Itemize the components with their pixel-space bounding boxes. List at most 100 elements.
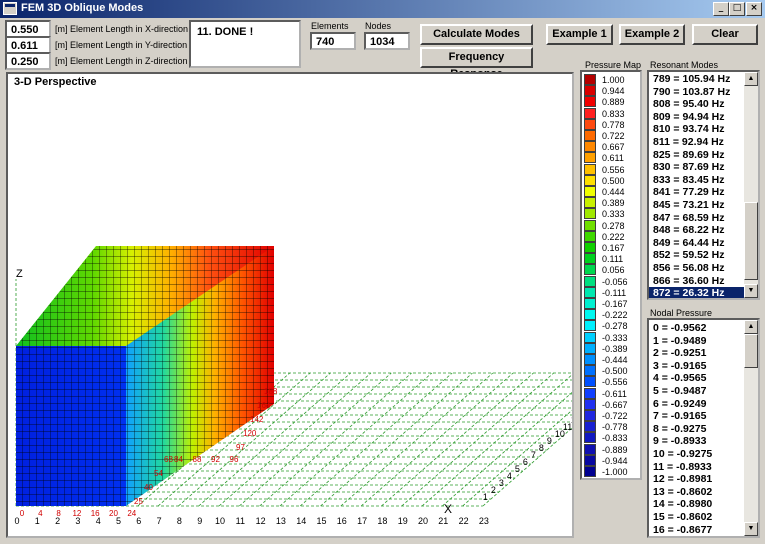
list-item[interactable]: 11 = -0.8933 bbox=[653, 460, 712, 473]
pressure-swatch bbox=[584, 376, 596, 388]
scroll-thumb[interactable] bbox=[744, 334, 758, 368]
pressure-value: 0.556 bbox=[602, 164, 625, 175]
scroll-down-icon[interactable]: ▼ bbox=[744, 522, 758, 536]
x-tick-label: 19 bbox=[398, 516, 408, 526]
x-tick-label: 13 bbox=[276, 516, 286, 526]
list-item[interactable]: 10 = -0.9275 bbox=[653, 447, 713, 460]
node-label: 4 bbox=[38, 509, 43, 518]
floor-grid-line bbox=[299, 372, 453, 507]
list-item[interactable]: 872 = 26.32 Hz bbox=[649, 287, 758, 298]
list-item[interactable]: 790 = 103.87 Hz bbox=[653, 85, 731, 98]
pressure-level: 0.778 bbox=[582, 118, 642, 132]
node-label: 8 bbox=[56, 509, 61, 518]
list-item[interactable]: 0 = -0.9562 bbox=[653, 322, 707, 334]
pressure-swatch bbox=[584, 107, 596, 119]
pressure-swatch bbox=[584, 208, 596, 220]
nodal-pressure-scrollbar[interactable]: ▲ ▼ bbox=[744, 320, 758, 536]
pressure-level: 0.222 bbox=[582, 230, 642, 244]
example-2-button[interactable]: Example 2 bbox=[619, 24, 685, 45]
list-item[interactable]: 849 = 64.44 Hz bbox=[653, 236, 725, 249]
pressure-level: 0.111 bbox=[582, 253, 642, 266]
node-label: 12 bbox=[72, 509, 81, 518]
scroll-up-icon[interactable]: ▲ bbox=[744, 320, 758, 334]
list-item[interactable]: 852 = 59.52 Hz bbox=[653, 249, 725, 262]
node-label: 142 bbox=[250, 415, 264, 424]
list-item[interactable]: 15 = -0.8602 bbox=[653, 510, 713, 523]
list-item[interactable]: 13 = -0.8602 bbox=[653, 485, 713, 498]
scroll-thumb[interactable] bbox=[744, 202, 758, 280]
pressure-swatch bbox=[584, 443, 596, 455]
list-item[interactable]: 830 = 87.69 Hz bbox=[653, 161, 725, 174]
node-label: 97 bbox=[236, 443, 245, 452]
minimize-button[interactable]: _ bbox=[713, 2, 729, 16]
pressure-level: -0.222 bbox=[582, 309, 642, 322]
list-item[interactable]: 5 = -0.9487 bbox=[653, 384, 707, 397]
list-item[interactable]: 845 = 73.21 Hz bbox=[653, 198, 725, 211]
pressure-value: 0.278 bbox=[602, 220, 625, 231]
pressure-value: 1.000 bbox=[602, 75, 625, 85]
maximize-button[interactable]: □ bbox=[729, 2, 745, 16]
list-item[interactable]: 2 = -0.9251 bbox=[653, 347, 707, 360]
x-tick-label: 15 bbox=[316, 516, 326, 526]
list-item[interactable]: 847 = 68.59 Hz bbox=[653, 211, 725, 224]
pressure-level: -0.944 bbox=[582, 454, 642, 468]
calculate-modes-button[interactable]: Calculate Modes bbox=[420, 24, 533, 45]
list-item[interactable]: 825 = 89.69 Hz bbox=[653, 148, 725, 161]
list-item[interactable]: 811 = 92.94 Hz bbox=[653, 135, 724, 148]
nodal-pressure-list[interactable]: 0 = -0.9562 1 = -0.9489 2 = -0.9251 3 = -0.… bbox=[647, 318, 760, 538]
pressure-value: 0.500 bbox=[602, 175, 625, 186]
pressure-value: -0.500 bbox=[602, 366, 628, 377]
pressure-value: -0.222 bbox=[602, 310, 628, 321]
list-item[interactable]: 789 = 105.94 Hz bbox=[653, 73, 731, 85]
list-item[interactable]: 14 = -0.8980 bbox=[653, 498, 713, 511]
list-item[interactable]: 7 = -0.9165 bbox=[653, 410, 707, 423]
resonant-modes-scrollbar[interactable]: ▲ ▼ bbox=[744, 72, 758, 298]
list-item[interactable]: 1 = -0.9489 bbox=[653, 334, 707, 347]
list-item[interactable]: 9 = -0.8933 bbox=[653, 435, 707, 448]
scroll-down-icon[interactable]: ▼ bbox=[744, 284, 758, 298]
pressure-swatch bbox=[584, 432, 596, 444]
close-button[interactable]: × bbox=[746, 2, 762, 16]
list-item[interactable]: 856 = 56.08 Hz bbox=[653, 261, 725, 274]
list-item[interactable]: 16 = -0.8677 bbox=[653, 523, 713, 536]
list-item[interactable]: 841 = 77.29 Hz bbox=[653, 186, 725, 199]
scroll-up-icon[interactable]: ▲ bbox=[744, 72, 758, 86]
list-item[interactable]: 4 = -0.9565 bbox=[653, 372, 707, 385]
pressure-swatch bbox=[584, 298, 596, 309]
x-tick-label: 0 bbox=[14, 516, 19, 526]
element-length-z-input[interactable]: 0.250 bbox=[5, 52, 51, 70]
pressure-value: 0.389 bbox=[602, 198, 625, 209]
pressure-value: -0.667 bbox=[602, 399, 628, 410]
pressure-swatch bbox=[584, 197, 596, 209]
list-item[interactable]: 810 = 93.74 Hz bbox=[653, 123, 725, 136]
floor-grid-line bbox=[178, 372, 331, 507]
list-item[interactable]: 809 = 94.94 Hz bbox=[653, 110, 725, 123]
list-item[interactable]: 848 = 68.22 Hz bbox=[653, 224, 725, 237]
pressure-value: -0.444 bbox=[602, 355, 628, 365]
pressure-swatch bbox=[584, 320, 596, 332]
frequency-response-button[interactable]: Frequency Response bbox=[420, 47, 533, 80]
list-item[interactable]: 3 = -0.9165 bbox=[653, 359, 707, 372]
list-item[interactable]: 12 = -0.8981 bbox=[653, 473, 713, 486]
element-length-y-input[interactable]: 0.611 bbox=[5, 36, 51, 54]
list-item[interactable]: 833 = 83.45 Hz bbox=[653, 173, 725, 186]
pressure-value: -0.611 bbox=[602, 388, 627, 399]
list-item[interactable]: 866 = 36.60 Hz bbox=[653, 274, 725, 287]
pressure-value: 0.889 bbox=[602, 97, 625, 108]
list-item[interactable]: 808 = 95.40 Hz bbox=[653, 98, 725, 111]
cube-right-grid bbox=[126, 246, 274, 506]
pressure-swatch bbox=[584, 398, 596, 410]
pressure-level: 0.444 bbox=[582, 186, 642, 199]
pressure-level: -0.111 bbox=[582, 286, 642, 300]
list-item[interactable]: 17 = -0.8255 bbox=[649, 536, 758, 538]
resonant-modes-list[interactable]: 789 = 105.94 Hz 790 = 103.87 Hz 808 = 95.4… bbox=[647, 70, 760, 300]
pressure-swatch bbox=[584, 410, 596, 421]
list-item[interactable]: 6 = -0.9249 bbox=[653, 397, 707, 410]
cube-front-grid bbox=[16, 346, 126, 506]
x-tick-label: 5 bbox=[116, 516, 121, 526]
clear-button[interactable]: Clear bbox=[692, 24, 758, 45]
example-1-button[interactable]: Example 1 bbox=[546, 24, 613, 45]
list-item[interactable]: 8 = -0.9275 bbox=[653, 422, 707, 435]
x-tick-label: 21 bbox=[438, 516, 448, 526]
pressure-level: 0.833 bbox=[582, 107, 642, 121]
